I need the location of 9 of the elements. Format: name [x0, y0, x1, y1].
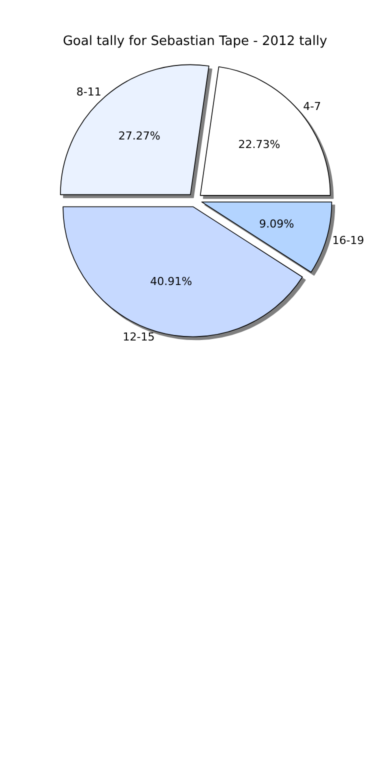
data-label: 27.27% — [118, 129, 160, 142]
data-label: 9.09% — [259, 217, 294, 230]
slice-label: 8-11 — [76, 85, 102, 98]
chart-title: Goal tally for Sebastian Tape - 2012 tally — [62, 34, 328, 49]
data-label: 40.91% — [150, 275, 192, 288]
slice-label: 4-7 — [303, 100, 322, 113]
slice-label: 12-15 — [122, 330, 155, 344]
data-label: 22.73% — [238, 138, 280, 151]
slice-label: 16-19 — [332, 234, 364, 247]
